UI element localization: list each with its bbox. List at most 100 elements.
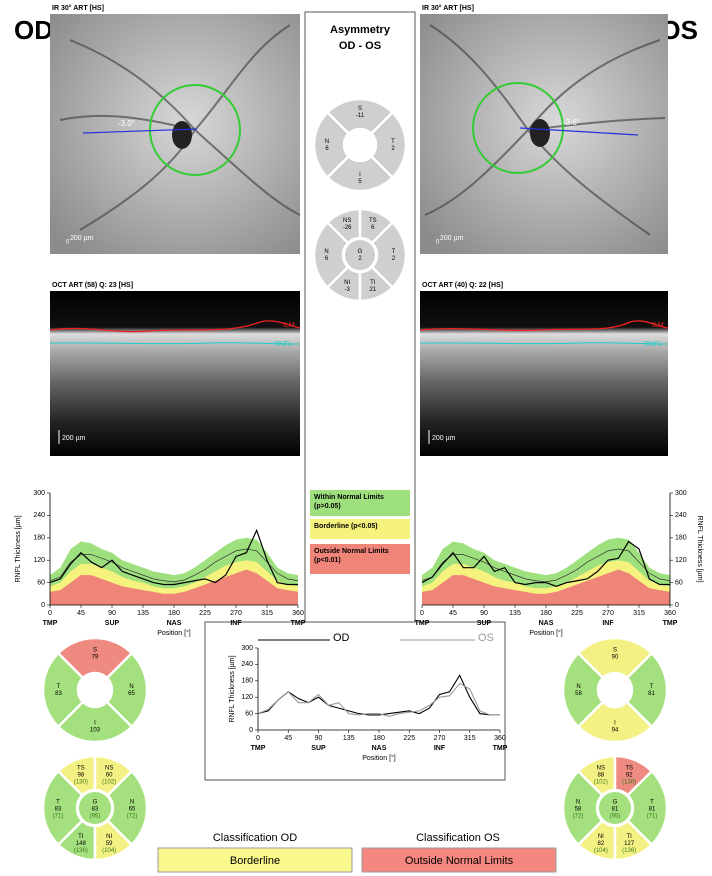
sector-label: N: [325, 139, 329, 145]
sector: [576, 700, 654, 744]
region-label: TMP: [493, 745, 508, 752]
x-tick-label: 90: [480, 610, 488, 617]
sector: [93, 754, 134, 798]
y-tick-label: 0: [249, 727, 253, 734]
y-tick-label: 300: [33, 490, 45, 497]
scale: 200 µm: [62, 435, 86, 442]
sector-label: TS: [369, 218, 377, 224]
sector: [312, 110, 351, 180]
region-label: NAS: [539, 620, 554, 627]
x-tick-label: 45: [284, 735, 292, 742]
thickness-line: [421, 548, 671, 583]
y-tick-label: 60: [245, 710, 253, 717]
sector-value: 81: [649, 807, 656, 813]
sector-value: 2: [358, 256, 362, 262]
legend-box: [310, 519, 410, 539]
sector-value: -11: [356, 113, 365, 119]
x-tick-label: 225: [199, 610, 211, 617]
thickness-line: [421, 540, 670, 587]
sector-value: 59: [106, 841, 113, 847]
rnfl-label: RNFL: [274, 341, 292, 348]
sector-label: NI: [106, 834, 112, 840]
y-axis-label: RNFL Thickness [µm]: [696, 515, 703, 582]
sector-center: [345, 240, 375, 270]
x-tick-label: 315: [633, 610, 645, 617]
x-tick-label: 135: [509, 610, 521, 617]
x-tick-label: 360: [664, 610, 676, 617]
sector-label: S: [613, 648, 617, 654]
sector-label: TI: [626, 834, 632, 840]
sector-reference: (130): [622, 779, 636, 785]
thickness-line: [257, 682, 500, 717]
sector-label: I: [94, 721, 96, 727]
sector: [561, 769, 605, 847]
rnfl-label: RNFL: [644, 341, 662, 348]
sector-reference: (102): [594, 779, 608, 785]
angle: -3.0°: [118, 119, 135, 128]
x-tick-label: 360: [494, 735, 506, 742]
axis-line: [82, 128, 198, 134]
eye-od: OD: [14, 15, 53, 45]
sector-label: S: [358, 106, 362, 112]
region-label: NAS: [372, 745, 387, 752]
y-tick-label: 180: [33, 535, 45, 542]
sector: [358, 265, 395, 303]
sector: [625, 769, 669, 847]
origin: 0: [436, 240, 440, 246]
sector: [613, 754, 654, 798]
sector: [312, 220, 350, 290]
legend-label: Borderline (p<0.05): [314, 523, 378, 530]
x-tick-label: 225: [571, 610, 583, 617]
sector: [56, 700, 134, 744]
region-label: INF: [230, 620, 242, 627]
generated: Within Normal Limits (p>0.05) Borderline (…: [15, 97, 703, 873]
x-tick-label: 0: [420, 610, 424, 617]
x-tick-label: 0: [48, 610, 52, 617]
sector: [625, 651, 669, 729]
image-title: OCT ART (40) Q: 22 [HS]: [422, 282, 503, 289]
x-tick-label: 45: [77, 610, 85, 617]
y-tick-label: 240: [241, 661, 253, 668]
sector-value: 65: [129, 807, 136, 813]
y-tick-label: 120: [675, 557, 687, 564]
oct-image: [50, 291, 300, 456]
legend-note: (p<0.01): [314, 557, 341, 564]
y-axis-label: RNFL Thickness [µm]: [15, 515, 22, 582]
normal-band: [50, 569, 298, 605]
ilm-line: [419, 320, 669, 332]
y-tick-label: 120: [33, 557, 45, 564]
sector-reference: (71): [53, 814, 64, 820]
sector-value: 65: [128, 691, 135, 697]
region-label: NAS: [167, 620, 182, 627]
angle: -3.6°: [563, 118, 580, 127]
sector-value: -3: [345, 287, 351, 293]
sector-center: [79, 792, 111, 824]
ilm-line: [49, 320, 301, 333]
y-tick-label: 0: [675, 602, 679, 609]
sector-value: 58: [575, 691, 582, 697]
sector-value: 21: [369, 287, 376, 293]
region-label: INF: [602, 620, 614, 627]
sector-value: 83: [55, 691, 62, 697]
sector-value: 2: [391, 146, 395, 152]
x-tick-label: 90: [108, 610, 116, 617]
sector: [41, 769, 85, 847]
sector-label: TI: [370, 280, 376, 286]
sector-value: 58: [575, 807, 582, 813]
scale: 200 µm: [440, 235, 464, 242]
sector-reference: (95): [610, 814, 621, 820]
y-tick-label: 60: [37, 579, 45, 586]
x-tick-label: 180: [168, 610, 180, 617]
classification-title: Classification OD: [213, 832, 297, 844]
sector-label: T: [650, 684, 654, 690]
sector-value: 81: [612, 807, 619, 813]
sector-value: 127: [624, 841, 635, 847]
sector-reference: (95): [90, 814, 101, 820]
x-tick-label: 90: [315, 735, 323, 742]
x-tick-label: 270: [434, 735, 446, 742]
sector-label: G: [93, 800, 98, 806]
sector-label: T: [56, 800, 60, 806]
region-label: TMP: [415, 620, 430, 627]
asymmetry-title: Asymmetry: [330, 24, 391, 36]
region-label: SUP: [311, 745, 326, 752]
